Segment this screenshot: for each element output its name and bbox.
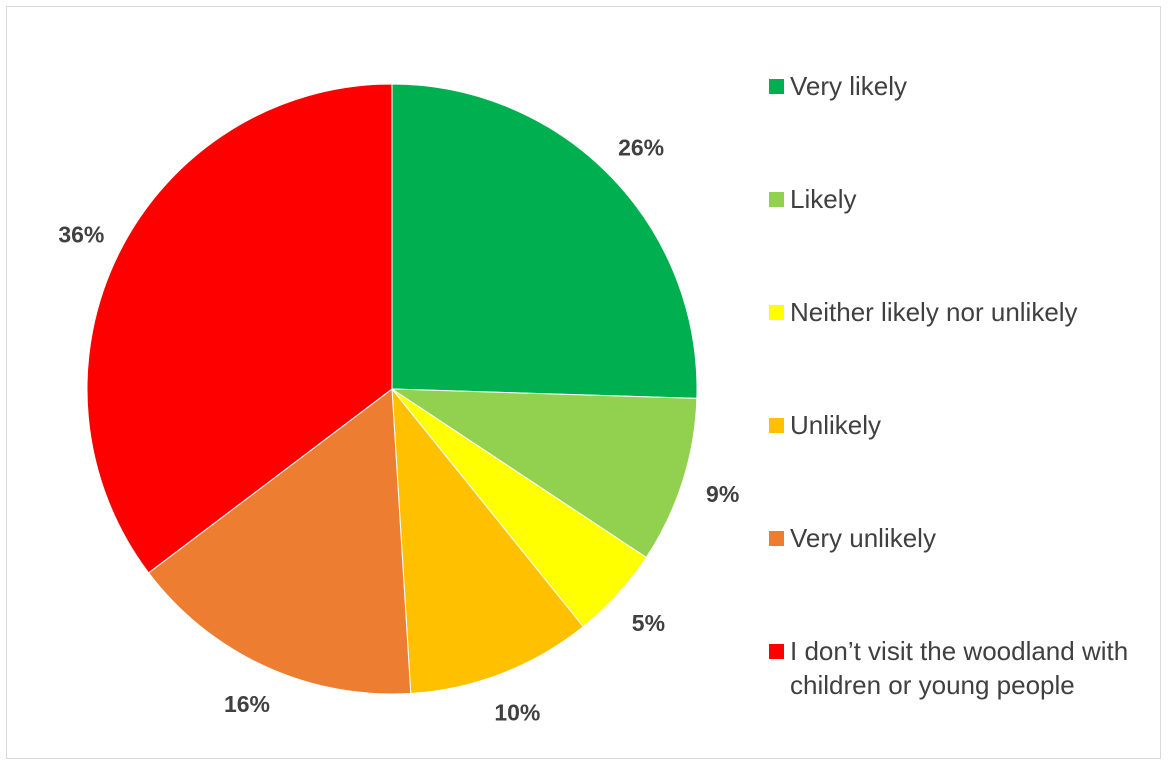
legend-swatch [769, 79, 784, 94]
legend-label: Likely [790, 184, 857, 214]
legend-label: Unlikely [790, 410, 882, 440]
legend-item-likely: Likely [769, 182, 1130, 216]
data-label-very-likely: 26% [618, 134, 664, 160]
legend-label: Neither likely nor unlikely [790, 297, 1078, 327]
data-label-i-don-t-visit-the-woodland-with-children-or-young-people: 36% [58, 221, 104, 247]
pie-slice-i-don-t-visit-the-woodland-with-children-or-young-people [86, 83, 393, 574]
data-label-likely: 9% [706, 481, 739, 507]
legend-swatch [769, 644, 784, 659]
legend-label: Very unlikely [790, 523, 936, 553]
data-label-unlikely: 10% [494, 700, 540, 726]
data-label-neither-likely-nor-unlikely: 5% [632, 610, 665, 636]
legend-swatch [769, 192, 784, 207]
legend-item-neither-likely-nor-unlikely: Neither likely nor unlikely [769, 295, 1130, 329]
legend-swatch [769, 305, 784, 320]
pie-slice-unlikely [391, 387, 584, 694]
pie-slice-very-unlikely [147, 388, 412, 695]
pie-chart: 26% 9% 5% 10% 16% 36% [58, 83, 739, 726]
legend-swatch [769, 531, 784, 546]
legend-swatch [769, 418, 784, 433]
data-label-very-unlikely: 16% [224, 691, 270, 717]
legend-item-unlikely: Unlikely [769, 408, 1130, 442]
chart-area: 26% 9% 5% 10% 16% 36% Very likely Likely Neithe… [6, 6, 1161, 759]
legend-item-very-likely: Very likely [769, 69, 1130, 103]
legend-label: Very likely [790, 71, 908, 101]
pie-slice-likely [390, 388, 698, 559]
legend-item-i-don-t-visit-the-woodland-with-children-or-young-people: I don’t visit the woodland with children… [769, 634, 1130, 702]
pie-slice-very-likely [391, 83, 698, 399]
legend-label: I don’t visit the woodland with children… [790, 636, 1129, 700]
legend-item-very-unlikely: Very unlikely [769, 521, 1130, 555]
